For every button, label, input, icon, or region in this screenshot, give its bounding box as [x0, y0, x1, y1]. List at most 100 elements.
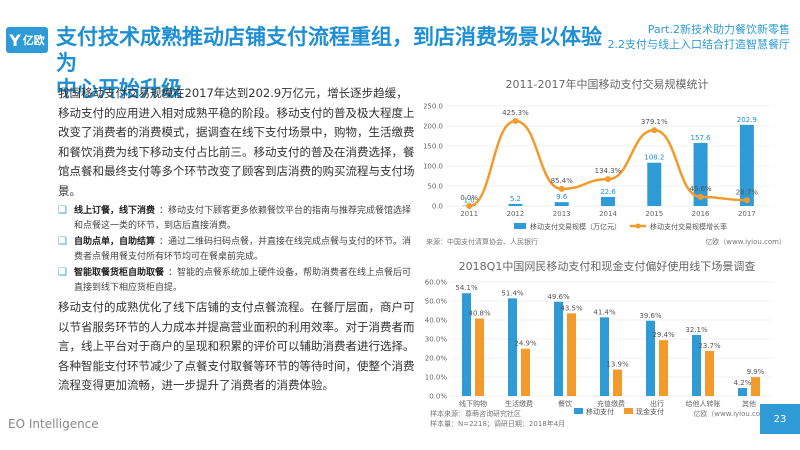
bar-data-label: 13.9%	[606, 361, 629, 369]
y-tick-label: 30.0%	[425, 336, 448, 344]
bar-data-label: 39.6%	[639, 312, 662, 320]
square-bullet-icon: ❑	[58, 205, 67, 216]
x-tick-label: 2015	[645, 210, 663, 218]
part-line-1: Part.2新技术助力餐饮新零售	[647, 23, 790, 36]
chart-source: 样本来源：尊萌咨询研究社区	[430, 409, 521, 418]
chart-watermark: 亿欧（www.iyiou.com）	[693, 409, 774, 418]
bar-data-label: 54.1%	[455, 284, 478, 292]
logo-text: 亿欧	[22, 34, 45, 47]
legend-label: 移动支付交易规模增长率	[650, 222, 727, 231]
bar	[508, 203, 523, 206]
line-data-label: 379.1%	[641, 118, 668, 126]
legend-label: 移动支付交易规模（万亿元）	[530, 222, 621, 231]
y-tick-label: 40.0%	[425, 317, 448, 325]
y-tick-label: 250.0	[424, 103, 443, 111]
part-line-2: 2.2支付与线上入口结合打造智慧餐厅	[607, 38, 791, 51]
bullet-text: ：通过二维码扫码点餐，并直接在线完成点餐与支付的环节。消费者点餐用餐支付所有环节…	[74, 237, 412, 262]
square-bullet-icon: ❑	[58, 236, 67, 247]
x-tick-label: 2014	[599, 210, 617, 218]
line-point	[558, 185, 565, 192]
bar-data-label: 43.5%	[560, 304, 583, 312]
line-point	[512, 117, 519, 124]
bar-cash	[475, 318, 484, 396]
bar-data-label: 41.4%	[593, 308, 616, 316]
bar-data-label: 32.1%	[685, 326, 708, 334]
y-logo-icon: Y	[9, 30, 21, 50]
legend-label: 现金支付	[636, 407, 664, 416]
line-data-label: 45.6%	[689, 185, 712, 193]
bar-mobile	[508, 298, 517, 396]
legend-swatch-mobile	[574, 408, 583, 414]
x-tick-label: 生活缴费	[505, 399, 533, 408]
bar	[601, 196, 615, 206]
x-tick-label: 2016	[692, 210, 710, 218]
bar-data-label: 40.8%	[468, 309, 491, 317]
bullet-item: ❑ 智能取餐货柜自助取餐 ：智能的点餐系统加上硬件设备，帮助消费者在线上点餐后可直接…	[58, 266, 416, 295]
paragraph-1: 我国移动支付交易规模在2017年达到202.9万亿元，增长逐步趋缓，移动支付的应…	[58, 86, 415, 198]
bullet-item: ❑ 线上订餐，线下消费 ：移动支付下顾客更多依赖餐饮平台的指南与推荐完成餐馆选择和点…	[58, 204, 416, 233]
y-tick-label: 20.0%	[425, 355, 448, 363]
chart-source: 样本量：N=2218；调研日期：2018年4月	[430, 419, 565, 428]
square-bullet-icon: ❑	[58, 267, 67, 278]
legend-swatch-cash	[624, 408, 633, 414]
line-point	[605, 176, 611, 183]
paragraph-2: 移动支付的成熟优化了线下店铺的支付点餐流程。在餐厅层面，商户可以节省服务环节的人…	[58, 300, 415, 392]
title-line-1: 支付技术成熟推动店铺支付流程重组，到店消费场景以体验为	[56, 25, 602, 75]
bar-data-label: 29.4%	[652, 331, 675, 339]
line-data-label: 134.3%	[595, 167, 622, 175]
bar-mobile	[692, 335, 701, 396]
bar-cash	[659, 340, 668, 396]
line-data-label: 85.4%	[551, 177, 574, 185]
bullet-text: ：移动支付下顾客更多依赖餐饮平台的指南与推荐完成餐馆选择和点餐这一类的环节，到店…	[74, 206, 412, 231]
bullet-list: ❑ 线上订餐，线下消费 ：移动支付下顾客更多依赖餐饮平台的指南与推荐完成餐馆选择和点…	[58, 204, 416, 295]
line-point	[697, 193, 704, 200]
bar-mobile	[738, 388, 747, 396]
line-data-label: 28.7%	[736, 188, 759, 196]
x-tick-label: 餐饮	[558, 399, 572, 408]
y-tick-label: 0.0%	[429, 393, 447, 401]
y-tick-label: 50.0%	[425, 298, 448, 306]
bar-data-label: 23.7%	[698, 342, 721, 350]
line-point	[466, 203, 473, 209]
bullet-item: ❑ 自助点单，自助结算 ：通过二维码扫码点餐，并直接在线完成点餐与支付的环节。消费者…	[58, 235, 416, 264]
legend-swatch-bar	[514, 223, 526, 229]
y-tick-label: 60.0%	[425, 279, 448, 287]
y-tick-label: 10.0%	[425, 374, 448, 382]
bar-data-label: 157.6	[691, 134, 712, 142]
x-tick-label: 2017	[738, 210, 756, 218]
chart-title: 2011-2017年中国移动支付交易规模统计	[506, 77, 709, 91]
bar-data-label: 202.9	[737, 116, 757, 124]
x-tick-label: 出行	[650, 399, 664, 408]
line-data-label: 0.0%	[460, 194, 478, 202]
bar-data-label: 108.2	[644, 154, 664, 162]
line-data-label: 425.3%	[502, 109, 529, 117]
bar-data-label: 51.4%	[501, 289, 524, 297]
y-tick-label: 50.0	[427, 183, 443, 191]
x-tick-label: 2013	[553, 210, 571, 218]
bar-mobile	[646, 320, 655, 396]
line-point	[743, 197, 750, 204]
bar-cash	[705, 350, 714, 396]
mobile-payment-scale-chart: 2011-2017年中国移动支付交易规模统计 250.0 200.0 150.0 100…	[424, 77, 786, 246]
x-tick-label: 其他	[742, 399, 756, 408]
bar-cash	[521, 348, 530, 396]
bar-mobile	[600, 317, 609, 396]
x-tick-label: 线下购物	[459, 399, 487, 408]
bar-data-label: 4.2%	[734, 379, 752, 387]
bar-mobile	[462, 293, 471, 396]
x-tick-label: 2012	[507, 210, 525, 218]
y-tick-label: 200.0	[424, 123, 443, 131]
y-tick-label: 150.0	[424, 143, 443, 151]
bar	[739, 124, 754, 206]
bar-data-label: 5.2	[510, 195, 521, 203]
bullet-head: 自助点单，自助结算	[74, 237, 156, 247]
section-label: Part.2新技术助力餐饮新零售 2.2支付与线上入口结合打造智慧餐厅	[608, 22, 791, 52]
legend-swatch-point	[635, 223, 641, 229]
chart-source: 来源：中国支付清算协会、人民银行	[426, 237, 538, 246]
bar-data-label: 24.9%	[514, 340, 537, 348]
page-number: 23	[760, 404, 800, 434]
bar-cash	[613, 369, 622, 396]
y-tick-label: 100.0	[424, 163, 443, 171]
x-tick-label: 充值缴费	[597, 399, 625, 408]
payment-preference-chart: 2018Q1中国网民移动支付和现金支付偏好使用线下场景调查 60.0% 50.0% 4…	[425, 259, 774, 428]
